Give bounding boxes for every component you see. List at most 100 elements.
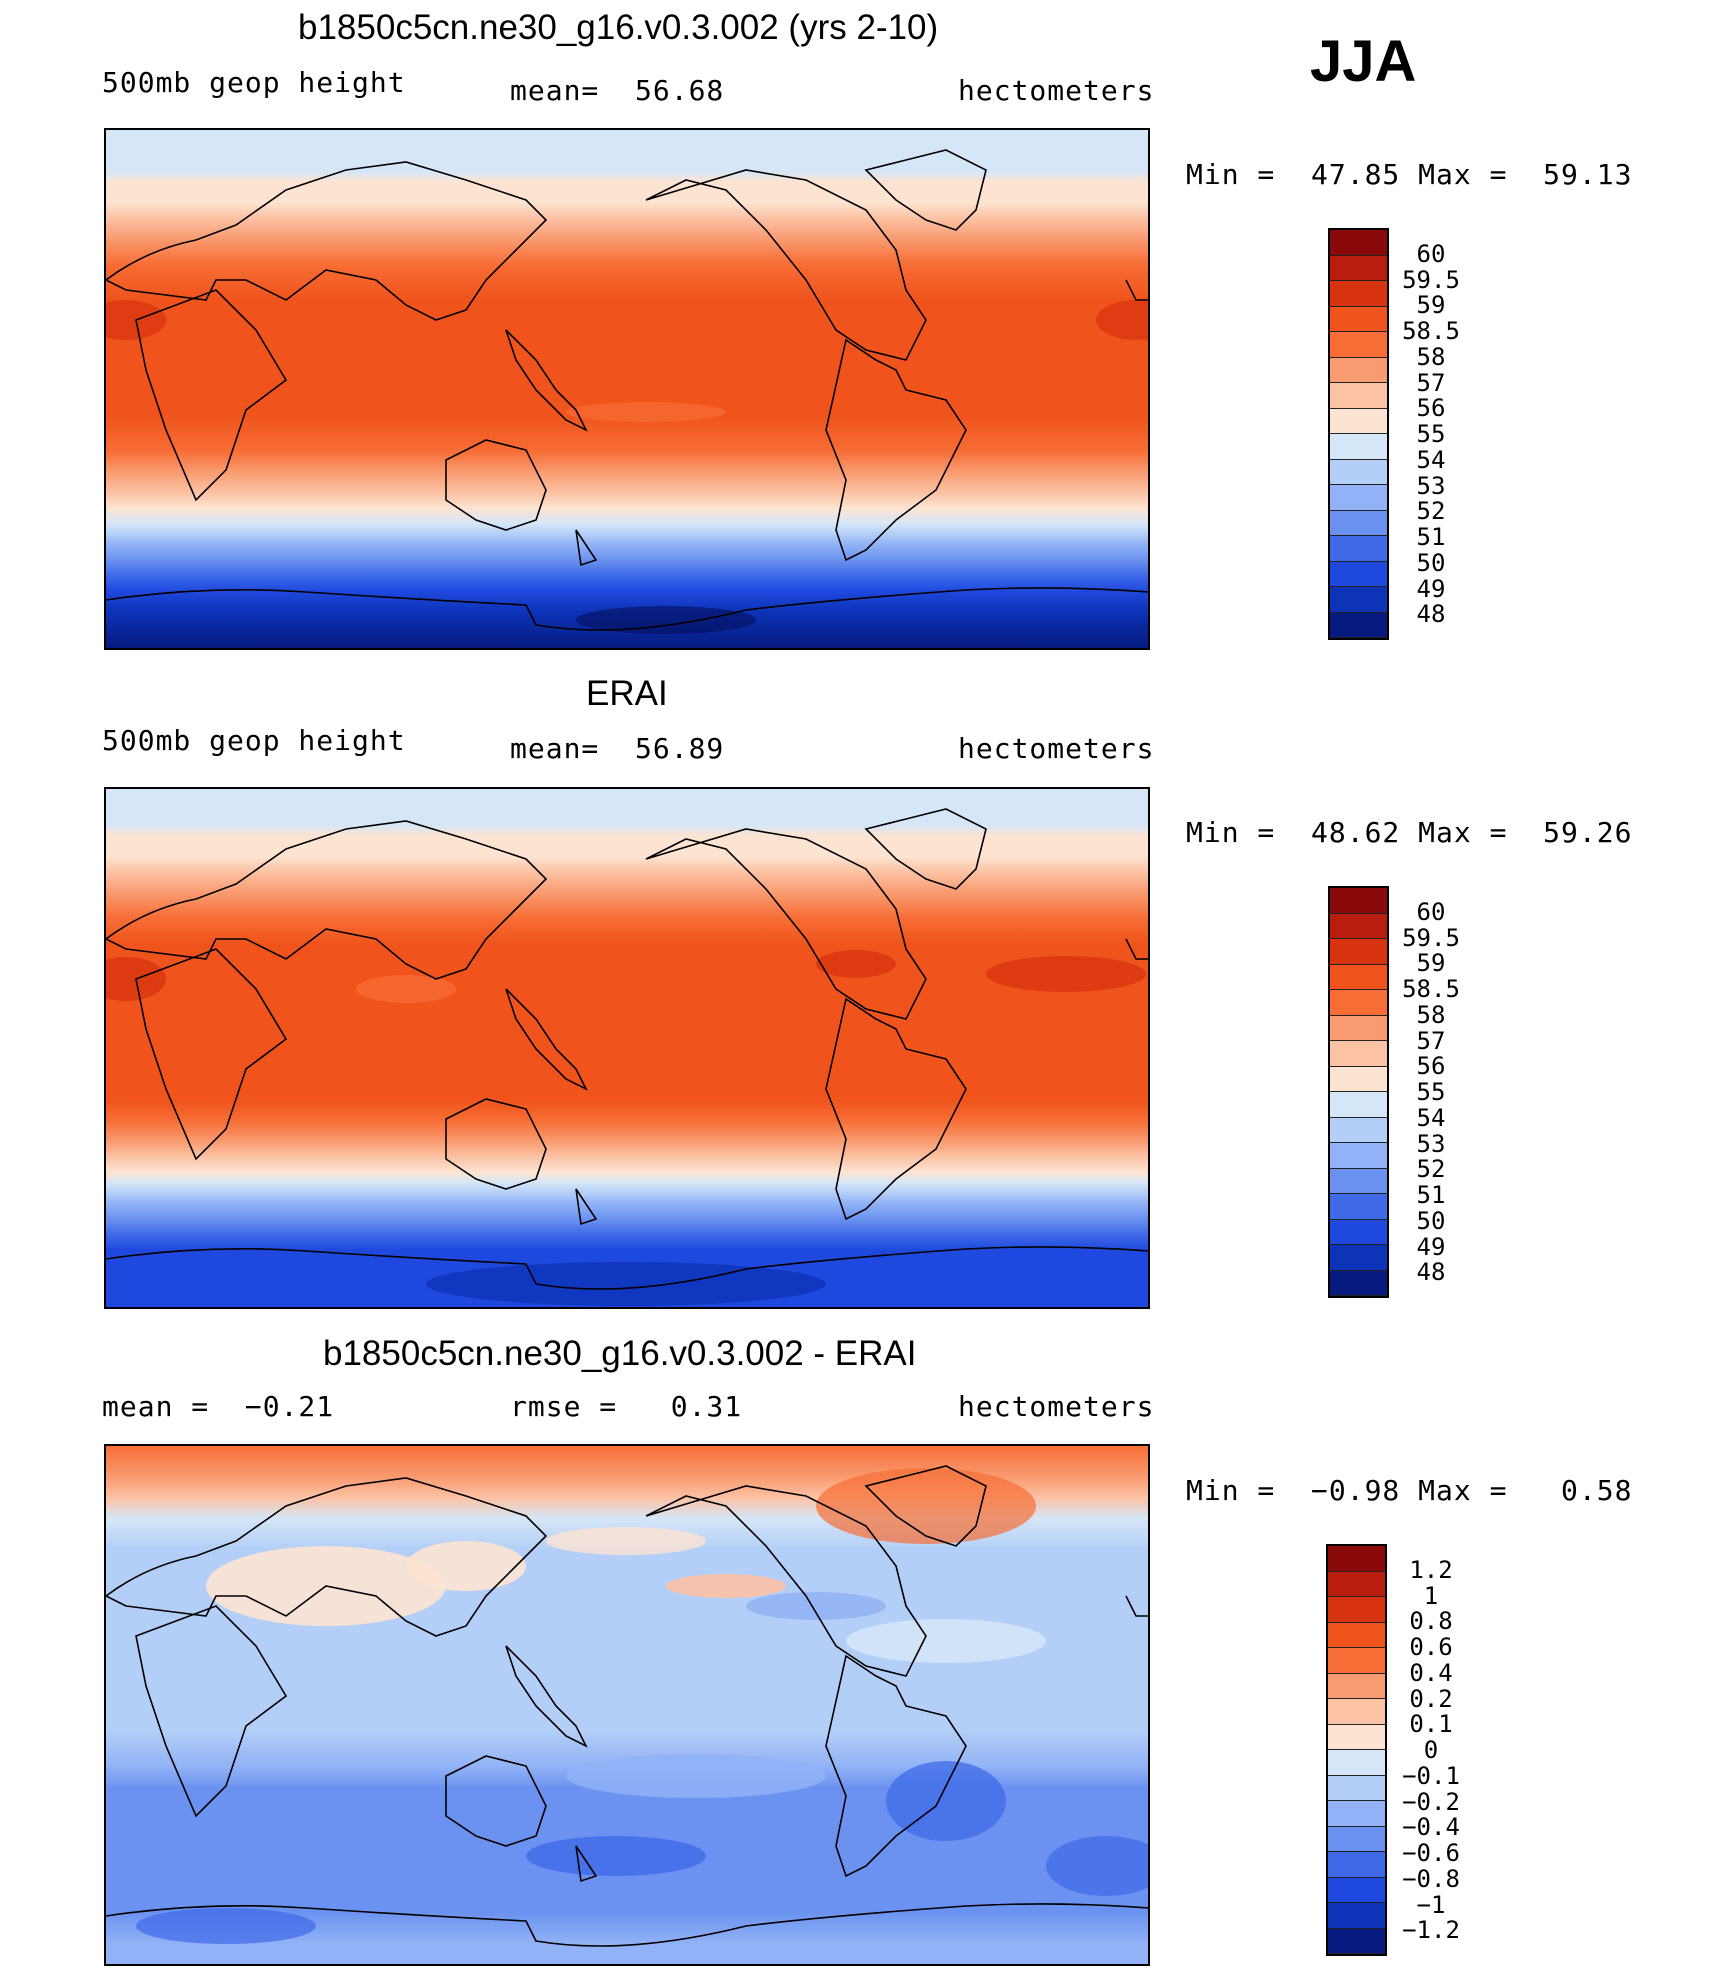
colorbar-label: −0.6 xyxy=(1402,1839,1460,1867)
panel1-minmax: Min = 47.85 Max = 59.13 xyxy=(1186,158,1633,191)
colorbar-label: 57 xyxy=(1416,1026,1446,1055)
colorbar-label: 52 xyxy=(1416,497,1446,526)
colorbar-segment xyxy=(1328,1648,1385,1674)
colorbar-label: 49 xyxy=(1416,1232,1446,1261)
panel1-units-label: hectometers xyxy=(958,74,1155,107)
colorbar-segment xyxy=(1330,1245,1387,1271)
colorbar-segment xyxy=(1330,1066,1387,1092)
panel3-coastlines xyxy=(106,1465,1148,1947)
colorbar-segment xyxy=(1330,612,1387,638)
colorbar-segment xyxy=(1328,1928,1385,1954)
colorbar-label: 56 xyxy=(1416,394,1446,423)
colorbar-label: 0.1 xyxy=(1409,1710,1453,1739)
colorbar-segment xyxy=(1330,306,1387,332)
colorbar-label: −1 xyxy=(1416,1890,1446,1919)
colorbar-label: 60 xyxy=(1416,897,1446,926)
colorbar-segment xyxy=(1330,1015,1387,1041)
colorbar-segment xyxy=(1330,1092,1387,1118)
colorbar-label: 0.6 xyxy=(1409,1633,1453,1661)
colorbar-label: 1.2 xyxy=(1409,1555,1453,1584)
colorbar-segment xyxy=(1328,1801,1385,1827)
colorbar-label: 59 xyxy=(1416,949,1446,978)
colorbar-segment xyxy=(1328,1724,1385,1750)
panel2-colorbar-labels: 60 59.5 59 58.5 58 57 56 55 54 53 52 51 50 49 48 xyxy=(1386,886,1476,1298)
colorbar-label: 59.5 xyxy=(1402,265,1460,294)
colorbar-segment xyxy=(1330,281,1387,307)
colorbar-label: 0 xyxy=(1423,1736,1439,1764)
panel1-colorbar xyxy=(1328,228,1389,640)
colorbar-segment xyxy=(1330,1270,1387,1296)
colorbar-segment xyxy=(1330,408,1387,434)
colorbar-segment xyxy=(1330,964,1387,990)
panel1-colorbar-labels: 60 59.5 59 58.5 58 57 56 55 54 53 52 51 50 49 48 xyxy=(1386,228,1476,640)
panel2-coastlines xyxy=(106,808,1148,1290)
colorbar-segment xyxy=(1330,434,1387,460)
colorbar-segment xyxy=(1328,1750,1385,1776)
colorbar-segment xyxy=(1330,1168,1387,1194)
colorbar-label: 48 xyxy=(1416,600,1446,629)
colorbar-label: 56 xyxy=(1416,1052,1446,1081)
colorbar-segment xyxy=(1330,536,1387,562)
panel3-rmse-label: rmse = 0.31 xyxy=(510,1390,743,1423)
colorbar-label: −0.2 xyxy=(1402,1787,1460,1816)
colorbar-label: 60 xyxy=(1416,239,1446,268)
season-label: JJA xyxy=(1310,29,1417,94)
colorbar-label: 58 xyxy=(1416,342,1446,371)
colorbar-segment xyxy=(1328,1852,1385,1878)
panel2-units-label: hectometers xyxy=(958,732,1155,765)
colorbar-segment xyxy=(1330,1143,1387,1169)
panel2-title: ERAI xyxy=(586,674,668,713)
panel3-units-label: hectometers xyxy=(958,1390,1155,1423)
panel3-title: b1850c5cn.ne30_g16.v0.3.002 - ERAI xyxy=(323,1334,917,1373)
colorbar-segment xyxy=(1328,1775,1385,1801)
colorbar-segment xyxy=(1330,510,1387,536)
colorbar-segment xyxy=(1330,1117,1387,1143)
colorbar-segment xyxy=(1330,1194,1387,1220)
colorbar-segment xyxy=(1330,1219,1387,1245)
colorbar-segment xyxy=(1328,1597,1385,1623)
colorbar-label: 57 xyxy=(1416,368,1446,397)
colorbar-label: 54 xyxy=(1416,1103,1446,1132)
panel3-map xyxy=(104,1444,1150,1966)
panel2-variable-label: 500mb geop height xyxy=(102,724,406,757)
colorbar-segment xyxy=(1330,587,1387,613)
colorbar-segment xyxy=(1328,1699,1385,1725)
panel1-variable-label: 500mb geop height xyxy=(102,66,406,99)
panel1-map xyxy=(104,128,1150,650)
colorbar-label: 53 xyxy=(1416,471,1446,500)
colorbar-label: 51 xyxy=(1416,523,1446,551)
colorbar-label: 0.4 xyxy=(1409,1658,1453,1687)
colorbar-segment xyxy=(1330,332,1387,358)
colorbar-label: 50 xyxy=(1416,1206,1446,1235)
colorbar-segment xyxy=(1330,357,1387,383)
panel2-minmax: Min = 48.62 Max = 59.26 xyxy=(1186,816,1633,849)
colorbar-label: 54 xyxy=(1416,445,1446,474)
colorbar-segment xyxy=(1330,230,1387,256)
panel1-coastlines xyxy=(106,149,1148,631)
colorbar-segment xyxy=(1330,939,1387,965)
colorbar-label: 58 xyxy=(1416,1000,1446,1029)
colorbar-segment xyxy=(1330,255,1387,281)
colorbar-label: 58.5 xyxy=(1402,975,1460,1003)
colorbar-label: 59 xyxy=(1416,291,1446,320)
colorbar-segment xyxy=(1330,1041,1387,1067)
panel2-mean-label: mean= 56.89 xyxy=(510,732,725,765)
colorbar-label: 1 xyxy=(1423,1581,1439,1610)
colorbar-label: −0.8 xyxy=(1402,1864,1460,1893)
colorbar-segment xyxy=(1330,459,1387,485)
colorbar-segment xyxy=(1328,1622,1385,1648)
colorbar-segment xyxy=(1330,990,1387,1016)
panel3-colorbar xyxy=(1326,1544,1387,1956)
panel2-map xyxy=(104,787,1150,1309)
colorbar-segment xyxy=(1330,383,1387,409)
colorbar-label: 49 xyxy=(1416,574,1446,603)
panel2-colorbar xyxy=(1328,886,1389,1298)
colorbar-label: −0.1 xyxy=(1402,1761,1460,1790)
colorbar-label: 48 xyxy=(1416,1258,1446,1287)
colorbar-label: 55 xyxy=(1416,1078,1446,1106)
colorbar-label: 55 xyxy=(1416,420,1446,448)
colorbar-label: −1.2 xyxy=(1402,1916,1460,1945)
panel3-colorbar-labels: 1.2 1 0.8 0.6 0.4 0.2 0.1 0 −0.1 −0.2 −0.4 −0.6 −0.8… xyxy=(1386,1544,1476,1956)
colorbar-label: −0.4 xyxy=(1402,1813,1460,1842)
colorbar-label: 50 xyxy=(1416,548,1446,577)
